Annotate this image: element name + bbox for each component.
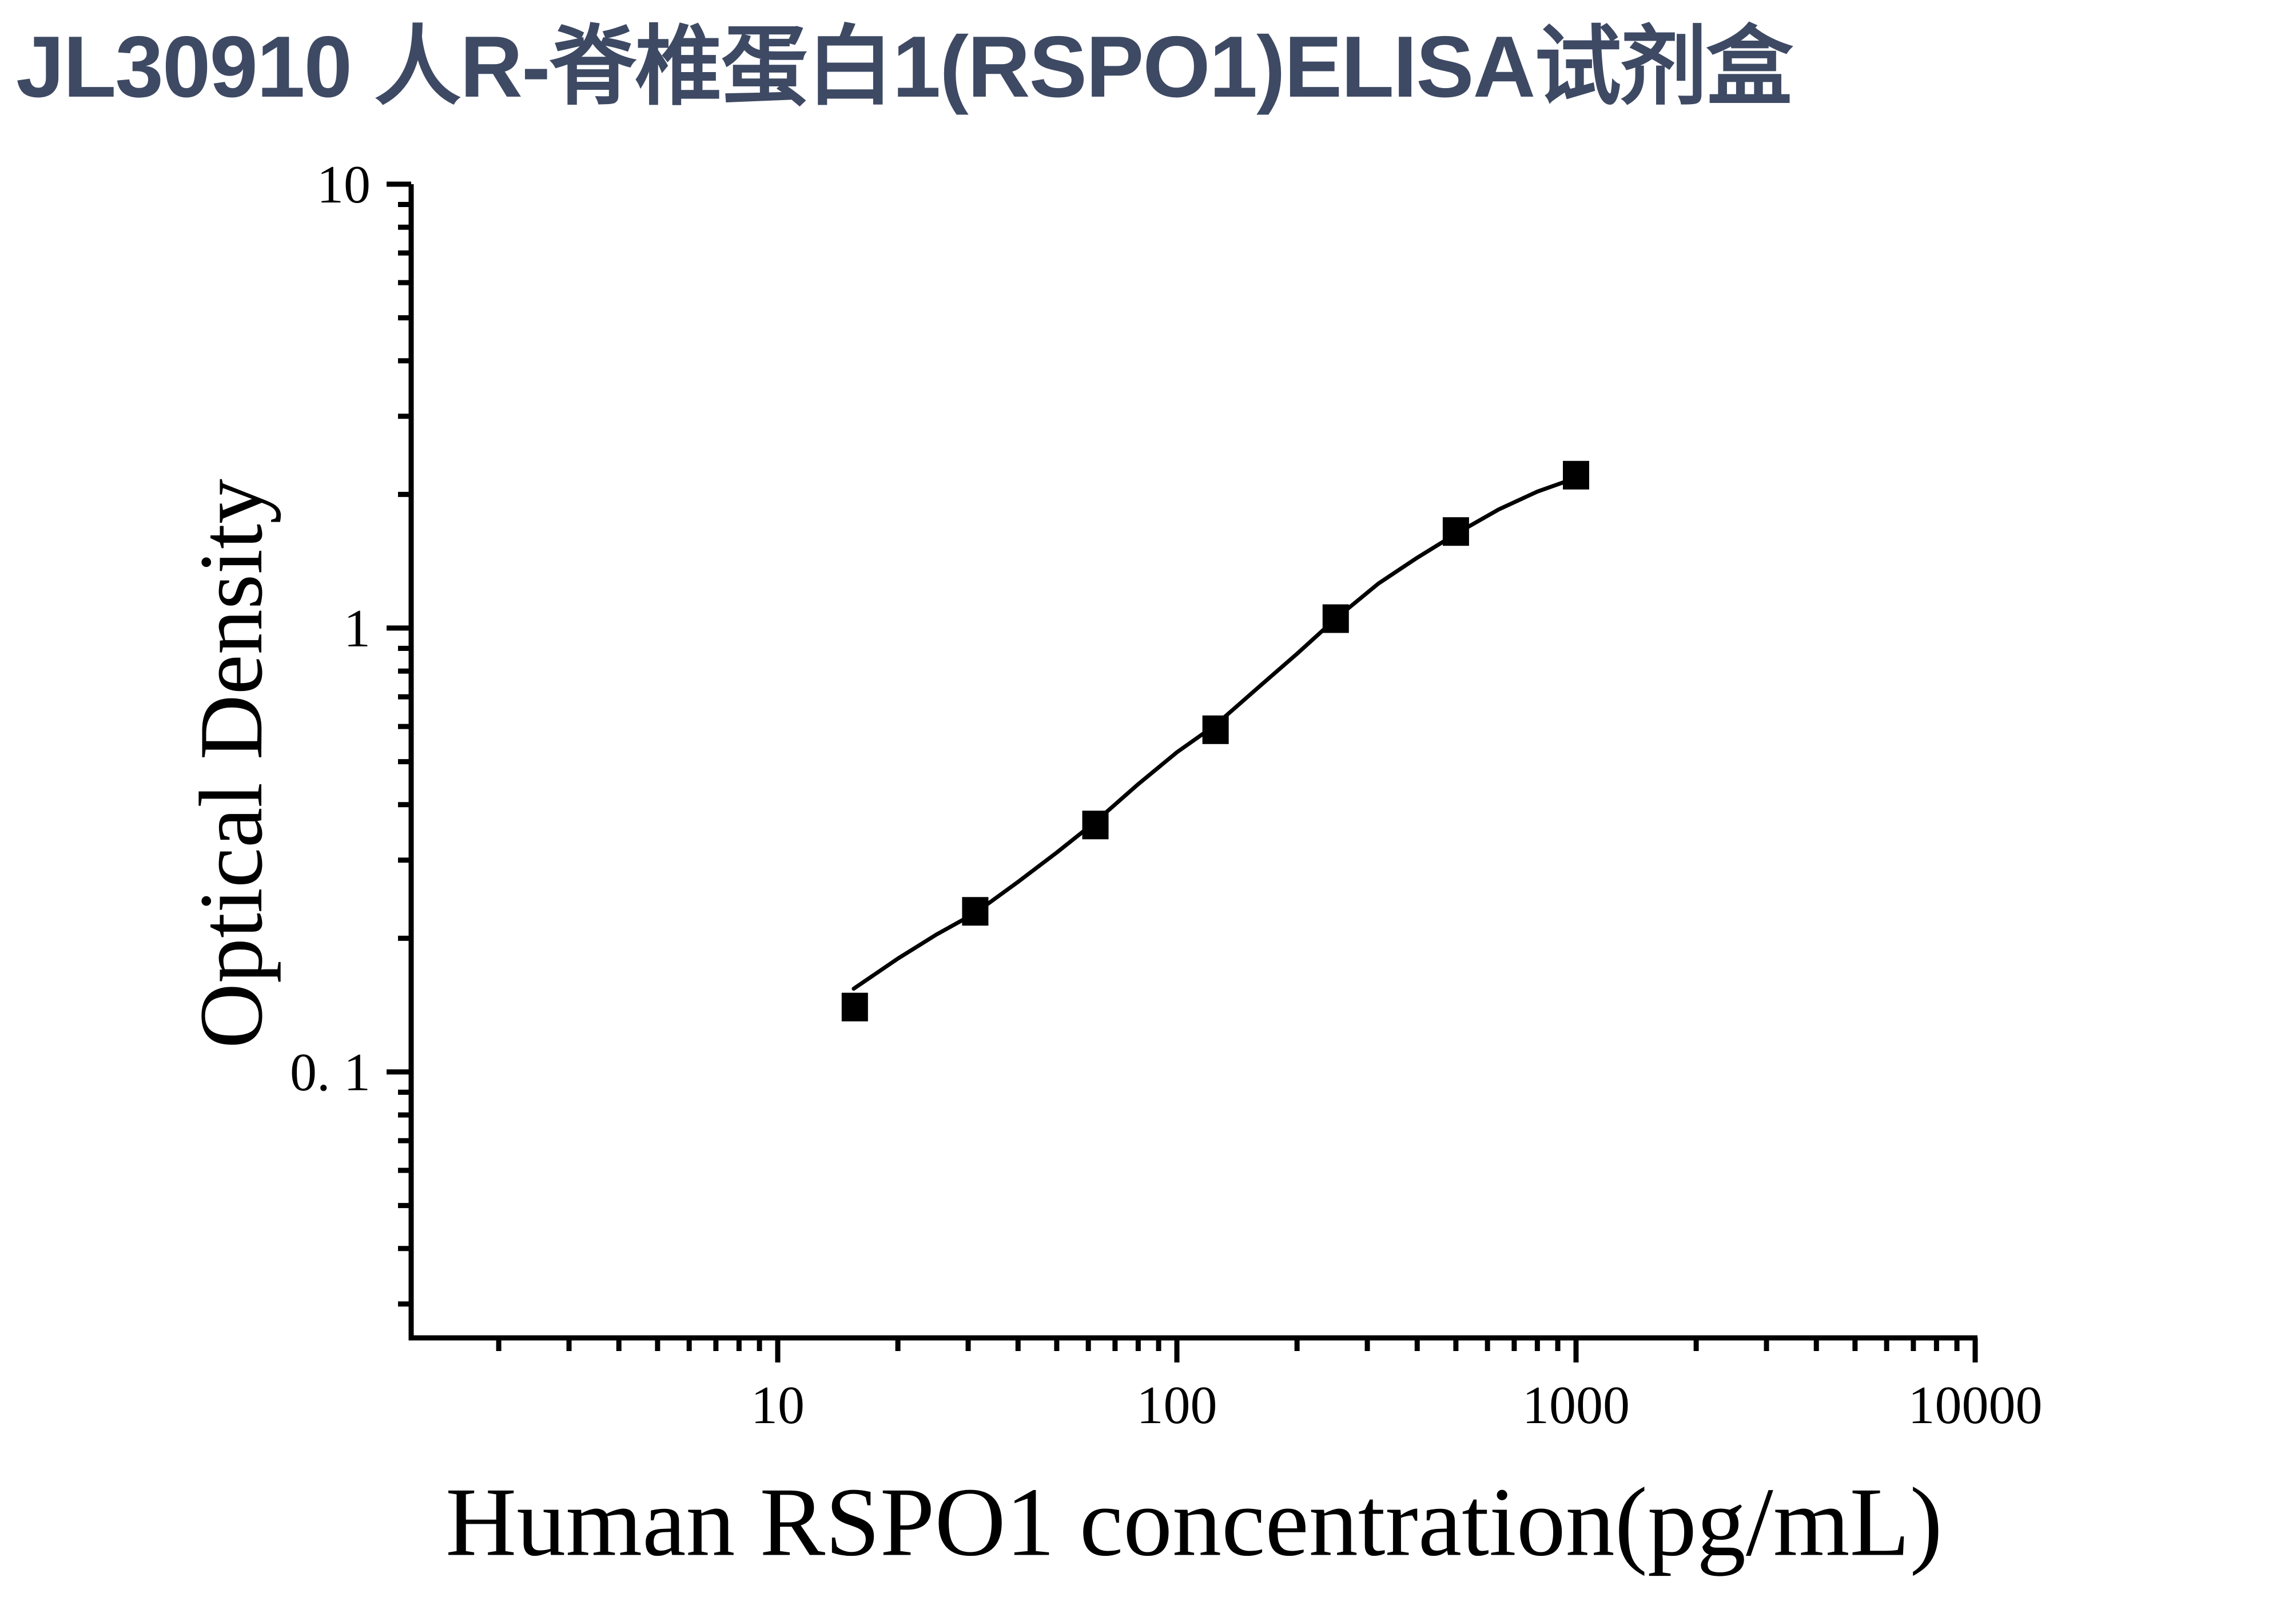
data-point-square [1202, 715, 1229, 744]
axes-frame [408, 184, 1977, 1341]
data-point-square [1442, 517, 1469, 546]
y-axis-title: Optical Density [181, 478, 281, 1049]
y-tick-label: 0. 1 [290, 1043, 371, 1102]
x-tick-label: 10 [751, 1376, 805, 1435]
x-axis-title: Human RSPO1 concentration(pg/mL) [445, 1468, 1943, 1577]
page-title: JL30910 人R-脊椎蛋白1(RSPO1)ELISA试剂盒 [16, 18, 1793, 116]
x-tick-label: 10000 [1908, 1376, 2043, 1435]
data-point-square [1082, 811, 1109, 840]
x-tick-label: 100 [1137, 1376, 1217, 1435]
data-point-square [1322, 604, 1349, 633]
y-tick-label: 1 [344, 599, 371, 658]
y-tick-label: 10 [317, 155, 371, 214]
data-point-square [1563, 460, 1589, 490]
x-tick-label: 1000 [1522, 1376, 1630, 1435]
data-point-square [841, 992, 868, 1022]
data-point-square [962, 897, 989, 926]
